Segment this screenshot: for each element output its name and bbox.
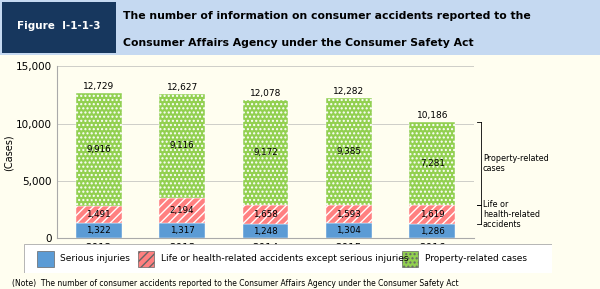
- Text: 1,619: 1,619: [420, 210, 445, 219]
- Bar: [326, 205, 372, 223]
- Text: Property-related
cases: Property-related cases: [483, 154, 549, 173]
- Text: 1,248: 1,248: [253, 227, 278, 236]
- Text: 12,627: 12,627: [166, 83, 198, 92]
- FancyBboxPatch shape: [401, 251, 418, 266]
- Bar: [159, 223, 205, 238]
- Bar: [159, 94, 205, 198]
- Text: 12,282: 12,282: [334, 87, 364, 96]
- Text: Life or
health-related
accidents: Life or health-related accidents: [483, 199, 540, 229]
- Y-axis label: (Cases): (Cases): [3, 134, 13, 171]
- Bar: [242, 224, 289, 238]
- Text: 10,186: 10,186: [416, 111, 448, 120]
- Bar: [409, 122, 455, 205]
- Text: The number of information on consumer accidents reported to the: The number of information on consumer ac…: [123, 12, 531, 21]
- Bar: [326, 98, 372, 205]
- Bar: [76, 223, 122, 238]
- Text: 2,194: 2,194: [170, 206, 194, 215]
- Text: 12,078: 12,078: [250, 89, 281, 98]
- Text: Figure  I-1-1-3: Figure I-1-1-3: [17, 21, 101, 32]
- Text: 1,491: 1,491: [86, 210, 111, 219]
- Text: 7,281: 7,281: [420, 159, 445, 168]
- FancyBboxPatch shape: [37, 251, 54, 266]
- Bar: [76, 206, 122, 223]
- Text: 9,116: 9,116: [170, 141, 194, 151]
- Bar: [326, 223, 372, 238]
- Bar: [242, 205, 289, 224]
- Text: 9,385: 9,385: [337, 147, 361, 156]
- Bar: [409, 224, 455, 238]
- Text: 12,729: 12,729: [83, 82, 115, 91]
- Text: 9,916: 9,916: [86, 145, 111, 154]
- Text: Property-related cases: Property-related cases: [425, 254, 527, 263]
- Text: Serious injuries: Serious injuries: [61, 254, 130, 263]
- Text: 1,286: 1,286: [420, 227, 445, 236]
- Text: 1,304: 1,304: [337, 227, 361, 236]
- Bar: [409, 205, 455, 224]
- Text: 1,593: 1,593: [337, 210, 361, 219]
- Bar: [242, 100, 289, 205]
- Text: 1,322: 1,322: [86, 226, 111, 235]
- Text: Life or health-related accidents except serious injuries: Life or health-related accidents except …: [161, 254, 408, 263]
- Text: (Note)  The number of consumer accidents reported to the Consumer Affairs Agency: (Note) The number of consumer accidents …: [12, 279, 458, 288]
- Text: 1,317: 1,317: [170, 226, 194, 235]
- FancyBboxPatch shape: [137, 251, 154, 266]
- Bar: [76, 92, 122, 206]
- Bar: [159, 198, 205, 223]
- FancyBboxPatch shape: [24, 244, 552, 273]
- FancyBboxPatch shape: [2, 2, 116, 53]
- Text: Consumer Affairs Agency under the Consumer Safety Act: Consumer Affairs Agency under the Consum…: [123, 38, 473, 48]
- FancyBboxPatch shape: [0, 0, 600, 55]
- Text: 1,658: 1,658: [253, 210, 278, 219]
- Text: 9,172: 9,172: [253, 148, 278, 157]
